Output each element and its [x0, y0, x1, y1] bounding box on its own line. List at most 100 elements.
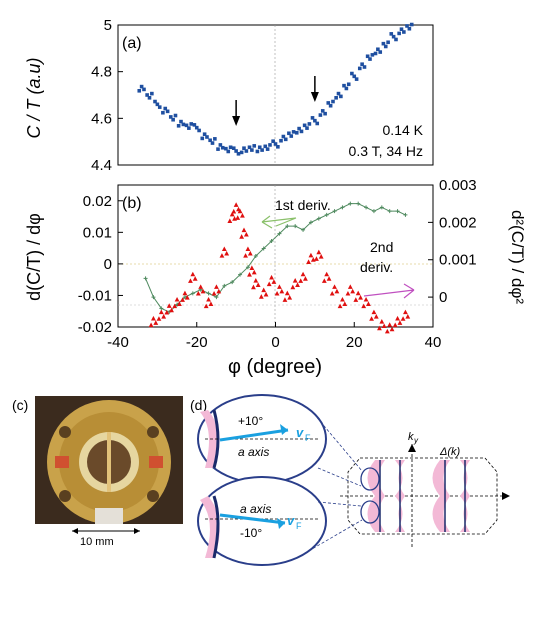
b-2nd-deriv-point: [342, 301, 348, 306]
b-2nd-deriv-point: [274, 290, 280, 296]
a-point: [283, 137, 288, 142]
a-point: [297, 126, 301, 131]
top-vF-head: [280, 424, 288, 435]
zoom-circle-bottom: [360, 500, 380, 524]
a-point: [213, 137, 217, 141]
a-point: [331, 99, 335, 104]
d-vF-bottom: v: [287, 513, 295, 528]
b-2nd-deriv-point: [306, 259, 311, 264]
b-2nd-deriv-point: [211, 290, 217, 296]
b-2nd-deriv-point: [153, 320, 159, 325]
b-2nd-deriv-point: [180, 297, 185, 302]
a-point: [362, 65, 367, 69]
a-point: [265, 147, 270, 151]
a-point: [383, 44, 388, 49]
b-2nd-deriv-point: [239, 234, 245, 239]
a-point: [389, 32, 394, 36]
b-2nd-deriv-point: [384, 328, 390, 334]
a-point: [305, 126, 309, 130]
top-fermi-line: [212, 409, 220, 469]
a-point: [409, 22, 414, 27]
a-arrow-head: [232, 116, 241, 126]
a-point: [224, 146, 228, 151]
a-point: [323, 111, 327, 116]
b-1st-deriv-point: [261, 246, 266, 251]
a-point: [376, 47, 380, 52]
a-point: [168, 115, 173, 119]
b-2nd-deriv-point: [340, 296, 345, 302]
b-2nd-deriv-point: [345, 290, 351, 296]
panel-b-ylabel: d(C/T) / dφ: [24, 213, 44, 301]
a-point: [320, 109, 325, 113]
b-2nd-deriv-point: [337, 303, 343, 309]
b-2nd-deriv-point: [188, 278, 193, 283]
b-1st-deriv-point: [316, 216, 321, 221]
b-2nd-deriv-point: [263, 291, 269, 297]
a-point: [220, 145, 225, 150]
panel-c-label: (c): [12, 397, 28, 413]
b-2nd-deriv-point: [271, 279, 277, 284]
a-point: [279, 138, 283, 143]
a-point: [176, 124, 181, 128]
a-point: [231, 146, 236, 150]
a-point: [352, 74, 357, 79]
panel-b-2nd-deriv-points: [148, 202, 411, 334]
b-2nd-deriv-point: [308, 252, 314, 258]
a-point: [354, 77, 359, 81]
a-point: [257, 145, 262, 150]
sample-photo-drawing: [35, 396, 183, 524]
panel-a-label: (a): [122, 35, 142, 52]
a-point: [192, 123, 197, 127]
a-ytick-label: 4.8: [91, 64, 112, 81]
b-2nd-deriv-point: [292, 278, 298, 283]
b-2nd-deriv-point: [303, 276, 308, 281]
b-2nd-deriv-point: [300, 271, 306, 277]
a-point: [142, 87, 146, 92]
b-2nd-deriv-point: [279, 288, 285, 294]
a-point: [350, 71, 354, 76]
b-2nd-deriv-point: [321, 278, 327, 283]
b-ytick-label: 0.01: [83, 224, 112, 241]
a-point: [150, 91, 154, 96]
b-2nd-deriv-point: [214, 284, 219, 289]
a-point: [299, 129, 304, 134]
b-xtick-label: 0: [271, 334, 279, 351]
fs-sheet-3: [432, 460, 450, 532]
b-1st-deriv-point: [230, 280, 235, 285]
annotation-temp: 0.14 K: [383, 122, 424, 138]
b-2nd-deriv-point: [206, 296, 211, 302]
b-1st-deriv-point: [222, 283, 227, 288]
a-point: [368, 57, 372, 61]
panel-b-yticks-right: 0 0.001 0.002 0.003: [428, 177, 477, 306]
b-1st-deriv-point: [214, 295, 219, 300]
b-2nd-deriv-point: [177, 301, 182, 306]
a-point: [153, 99, 157, 104]
b-2nd-deriv-point: [392, 322, 398, 328]
panel-d-diagram: +10° a axis a axis -10° v F v F k y Δ(k): [197, 394, 510, 566]
b-2nd-deriv-point: [326, 276, 332, 281]
b-1st-deriv-point: [387, 209, 392, 214]
a-point: [399, 27, 404, 31]
arrow-2nd-deriv: [363, 283, 415, 299]
a-point: [200, 136, 205, 141]
b-2nd-deriv-point: [161, 313, 167, 319]
b-2nd-deriv-point: [389, 326, 395, 332]
b-2nd-deriv-point: [231, 208, 237, 214]
a-point: [147, 96, 152, 100]
b-2nd-deriv-point: [151, 315, 156, 321]
a-point: [318, 113, 323, 117]
a-point: [328, 103, 333, 108]
b-2nd-deriv-point: [332, 284, 337, 289]
b-1st-deriv-point: [293, 224, 298, 229]
b-2nd-deriv-point: [261, 287, 267, 293]
panel-a-yticks: 4.4 4.6 4.8 5: [91, 17, 123, 174]
b-2nd-deriv-point: [243, 253, 248, 258]
a-point: [310, 116, 315, 120]
a-point: [294, 131, 299, 135]
a-point: [281, 134, 286, 139]
d-minus10: -10°: [240, 526, 262, 540]
b-1st-deriv-point: [238, 272, 243, 277]
b-2nd-deriv-point: [387, 322, 393, 327]
a-point: [394, 37, 398, 42]
